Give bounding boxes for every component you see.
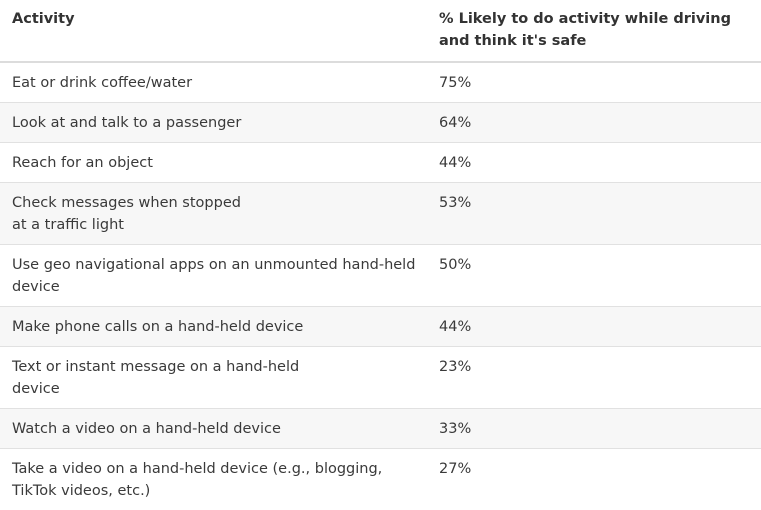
percent-cell: 23% — [427, 347, 761, 409]
activity-cell: Take a video on a hand-held device (e.g.… — [0, 449, 427, 510]
header-row: Activity % Likely to do activity while d… — [0, 0, 761, 62]
percent-cell: 53% — [427, 183, 761, 245]
header-activity: Activity — [0, 0, 427, 62]
table-row: Use geo navigational apps on an unmounte… — [0, 245, 761, 307]
activity-cell: Eat or drink coffee/water — [0, 62, 427, 103]
table-row: Reach for an object 44% — [0, 143, 761, 183]
percent-cell: 33% — [427, 409, 761, 449]
table-row: Watch a video on a hand-held device 33% — [0, 409, 761, 449]
activity-cell: Use geo navigational apps on an unmounte… — [0, 245, 427, 307]
activity-cell: Text or instant message on a hand-held d… — [0, 347, 427, 409]
table-row: Take a video on a hand-held device (e.g.… — [0, 449, 761, 510]
table-row: Eat or drink coffee/water 75% — [0, 62, 761, 103]
table-row: Look at and talk to a passenger 64% — [0, 103, 761, 143]
percent-cell: 44% — [427, 143, 761, 183]
percent-cell: 44% — [427, 307, 761, 347]
table-row: Make phone calls on a hand-held device 4… — [0, 307, 761, 347]
percent-cell: 27% — [427, 449, 761, 510]
activity-cell: Reach for an object — [0, 143, 427, 183]
table-row: Check messages when stopped at a traffic… — [0, 183, 761, 245]
table-row: Text or instant message on a hand-held d… — [0, 347, 761, 409]
activity-cell: Look at and talk to a passenger — [0, 103, 427, 143]
header-percent: % Likely to do activity while driving an… — [427, 0, 761, 62]
activity-cell: Check messages when stopped at a traffic… — [0, 183, 427, 245]
percent-cell: 75% — [427, 62, 761, 103]
percent-cell: 50% — [427, 245, 761, 307]
activity-cell: Make phone calls on a hand-held device — [0, 307, 427, 347]
percent-cell: 64% — [427, 103, 761, 143]
activity-cell: Watch a video on a hand-held device — [0, 409, 427, 449]
